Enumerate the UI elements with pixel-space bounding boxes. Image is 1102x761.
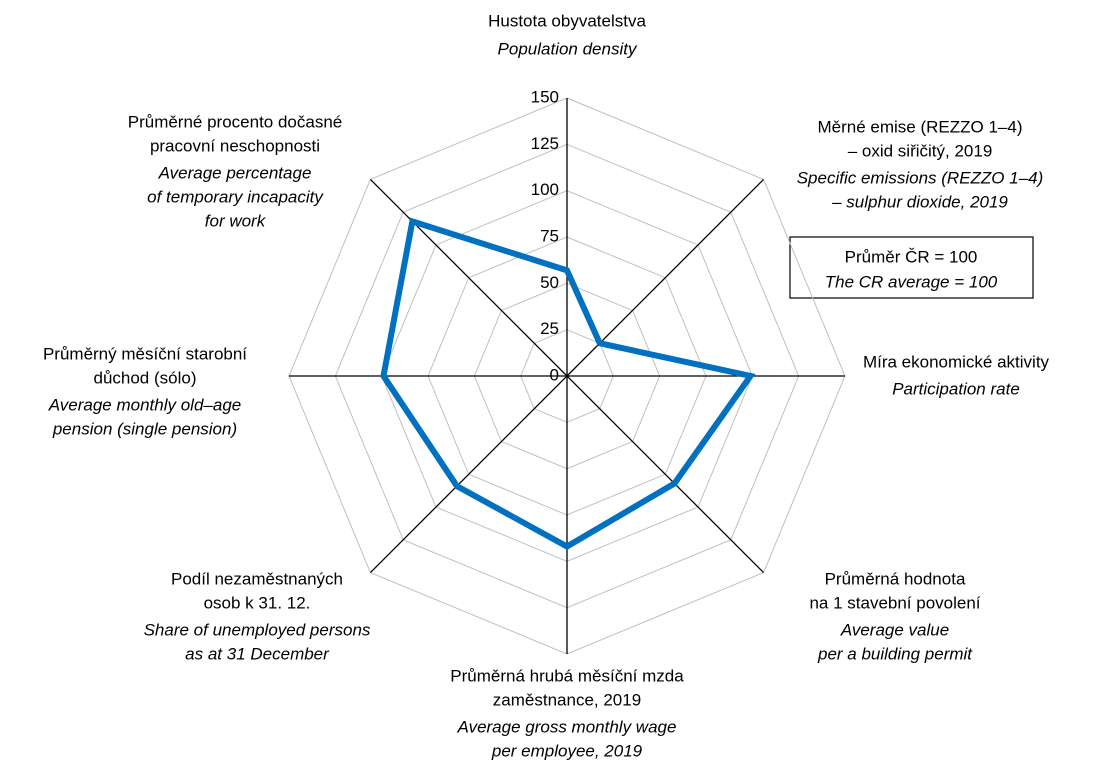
category-label-en: Participation rate xyxy=(892,379,1020,398)
category-label: Průměrný měsíční starobní xyxy=(43,344,247,363)
category-label-en: Average percentage xyxy=(158,163,312,182)
category-label: Měrné emise (REZZO 1–4) xyxy=(818,117,1023,136)
category-label: Průměrná hrubá měsíční mzda xyxy=(450,666,684,685)
axis-line xyxy=(369,375,568,574)
tick-label: 125 xyxy=(531,134,559,153)
category-label-en: of temporary incapacity xyxy=(147,187,324,206)
tick-label: 50 xyxy=(540,273,559,292)
category-label-en: Average value xyxy=(840,620,949,639)
category-label-en: per a building permit xyxy=(817,644,973,663)
category-label: na 1 stavební povolení xyxy=(809,593,980,612)
category-label: zaměstnance, 2019 xyxy=(493,690,641,709)
tick-label: 0 xyxy=(550,365,559,384)
category-label: – oxid siřičitý, 2019 xyxy=(848,141,993,160)
category-label-en: Population density xyxy=(498,39,638,58)
category-label-en: per employee, 2019 xyxy=(491,741,643,760)
category-label: pracovní neschopnosti xyxy=(150,136,320,155)
category-label: Míra ekonomické aktivity xyxy=(863,352,1050,371)
category-label-en: pension (single pension) xyxy=(52,419,237,438)
axis-line xyxy=(566,178,765,377)
category-label: důchod (sólo) xyxy=(93,368,196,387)
category-label-en: for work xyxy=(205,211,267,230)
category-label-en: Average monthly old–age xyxy=(48,395,242,414)
axis-line xyxy=(369,178,568,377)
legend-box xyxy=(789,236,1034,299)
category-label-en: Average gross monthly wage xyxy=(457,717,677,736)
tick-label: 150 xyxy=(531,87,559,106)
category-label-en: – sulphur dioxide, 2019 xyxy=(831,192,1008,211)
category-label: osob k 31. 12. xyxy=(204,593,311,612)
tick-label: 75 xyxy=(540,226,559,245)
data-line xyxy=(380,217,756,550)
category-label-en: Share of unemployed persons xyxy=(144,620,371,639)
category-label: Průměrná hodnota xyxy=(825,569,966,588)
category-label: Hustota obyvatelstva xyxy=(488,11,646,30)
tick-label: 100 xyxy=(531,180,559,199)
category-label: Podíl nezaměstnaných xyxy=(171,569,343,588)
category-label-en: as at 31 December xyxy=(185,644,330,663)
tick-label: 25 xyxy=(540,319,559,338)
axis-line xyxy=(566,375,765,574)
category-label-en: Specific emissions (REZZO 1–4) xyxy=(797,168,1044,187)
annotation: Průměr ČR = 100 xyxy=(845,247,978,266)
category-label: Průměrné procento dočasné xyxy=(128,112,343,131)
annotation: The CR average = 100 xyxy=(825,272,998,291)
